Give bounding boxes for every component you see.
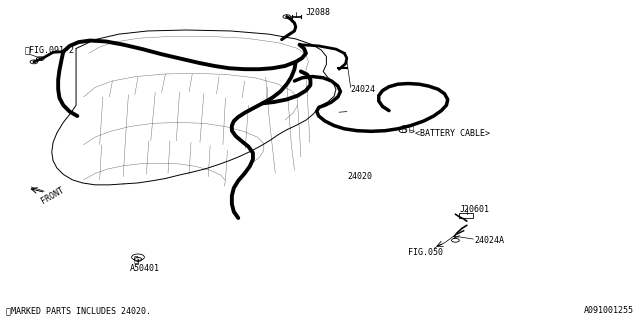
Text: FIG.050: FIG.050 [408, 248, 443, 257]
Text: 24020: 24020 [348, 172, 372, 181]
Text: <BATTERY CABLE>: <BATTERY CABLE> [415, 129, 490, 138]
Text: A50401: A50401 [129, 264, 159, 274]
Text: J20601: J20601 [460, 205, 489, 214]
Text: 24024A: 24024A [474, 236, 504, 245]
Text: ※: ※ [402, 124, 406, 133]
Text: ※: ※ [408, 124, 413, 133]
Text: ※MARKED PARTS INCLUDES 24020.: ※MARKED PARTS INCLUDES 24020. [6, 306, 151, 315]
Text: J2088: J2088 [306, 8, 331, 17]
Text: A091001255: A091001255 [584, 306, 634, 315]
Text: 24024: 24024 [351, 85, 376, 94]
Text: FRONT: FRONT [40, 186, 66, 206]
Text: ※: ※ [134, 255, 138, 264]
Text: ※FIG.091-2: ※FIG.091-2 [25, 45, 75, 55]
